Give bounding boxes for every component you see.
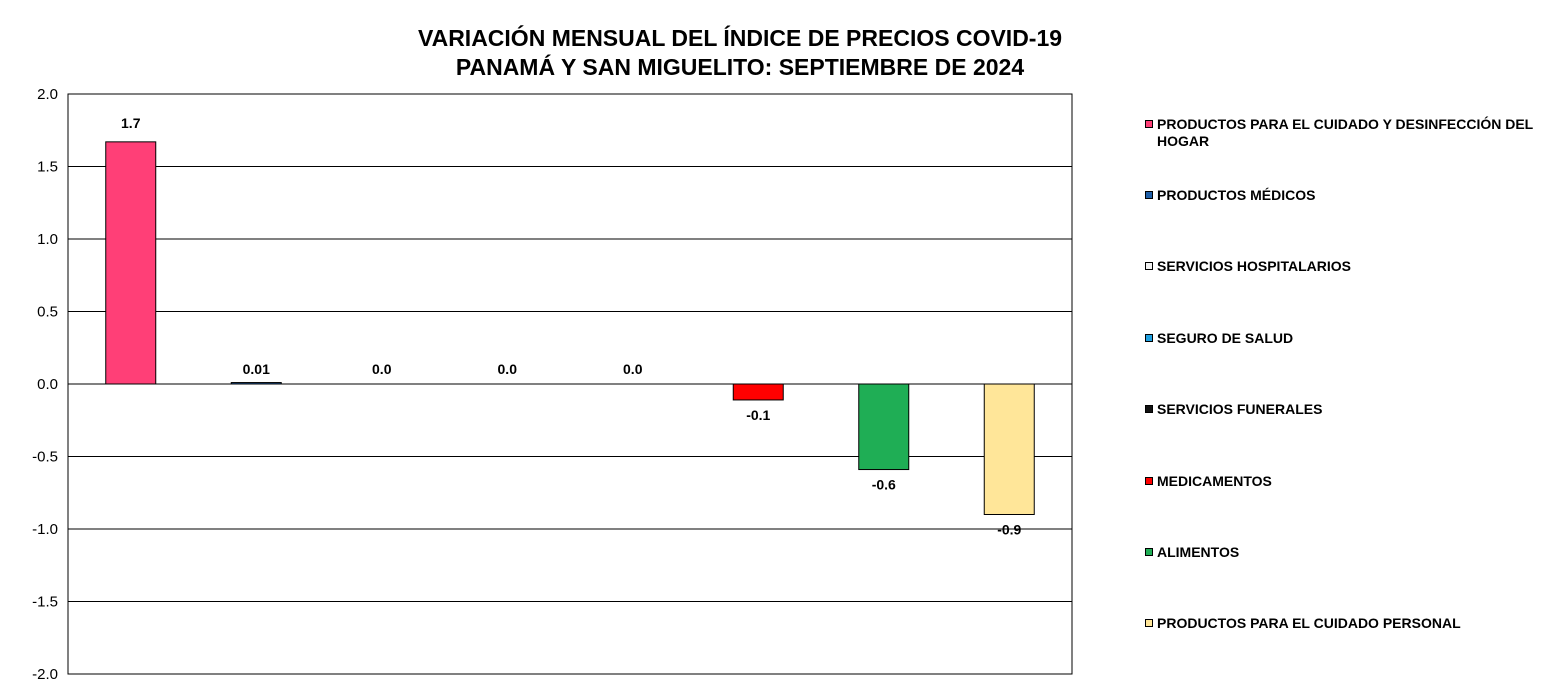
data-label: 0.01 xyxy=(243,361,270,377)
legend-label: PRODUCTOS MÉDICOS xyxy=(1157,187,1316,203)
y-tick-label: -0.5 xyxy=(32,449,58,466)
y-tick-label: 0.5 xyxy=(37,304,58,321)
y-tick-label: -2.0 xyxy=(32,666,58,683)
legend-item: PRODUCTOS PARA EL CUIDADO PERSONAL xyxy=(1145,615,1545,632)
legend-item: PRODUCTOS MÉDICOS xyxy=(1145,187,1545,204)
legend-swatch xyxy=(1145,120,1153,128)
legend-swatch xyxy=(1145,334,1153,342)
bar xyxy=(230,382,282,385)
legend-label: SEGURO DE SALUD xyxy=(1157,330,1294,346)
y-tick-label: 1.5 xyxy=(37,159,58,176)
legend-item: PRODUCTOS PARA EL CUIDADO Y DESINFECCIÓN… xyxy=(1145,116,1545,150)
data-label: -0.6 xyxy=(872,477,896,493)
legend-label: SERVICIOS HOSPITALARIOS xyxy=(1157,258,1351,274)
legend: PRODUCTOS PARA EL CUIDADO Y DESINFECCIÓN… xyxy=(1145,0,1555,700)
legend-swatch xyxy=(1145,405,1153,413)
legend-item: MEDICAMENTOS xyxy=(1145,473,1545,490)
legend-swatch xyxy=(1145,548,1153,556)
legend-label: SERVICIOS FUNERALES xyxy=(1157,401,1323,417)
data-label: 1.7 xyxy=(121,115,141,131)
legend-label: PRODUCTOS PARA EL CUIDADO Y DESINFECCIÓN… xyxy=(1157,116,1533,149)
chart-title-line-1: VARIACIÓN MENSUAL DEL ÍNDICE DE PRECIOS … xyxy=(417,25,1063,51)
bar xyxy=(105,141,157,385)
legend-swatch xyxy=(1145,191,1153,199)
chart-subtitle: PANAMÁ Y SAN MIGUELITO: SEPTIEMBRE DE 20… xyxy=(455,54,1025,80)
data-label: -0.1 xyxy=(746,407,770,423)
legend-item: SERVICIOS FUNERALES xyxy=(1145,401,1545,418)
legend-item: SEGURO DE SALUD xyxy=(1145,330,1545,347)
data-label: -0.9 xyxy=(997,522,1021,538)
data-label: 0.0 xyxy=(623,361,643,377)
data-label: 0.0 xyxy=(498,361,518,377)
bar xyxy=(858,383,910,471)
y-tick-label: 2.0 xyxy=(37,86,58,103)
bar xyxy=(732,383,784,401)
legend-label: ALIMENTOS xyxy=(1157,544,1240,560)
y-tick-label: 0.0 xyxy=(37,376,58,393)
legend-label: MEDICAMENTOS xyxy=(1157,473,1272,489)
legend-label: PRODUCTOS PARA EL CUIDADO PERSONAL xyxy=(1157,615,1461,631)
legend-item: ALIMENTOS xyxy=(1145,544,1545,561)
y-tick-label: -1.0 xyxy=(32,521,58,538)
legend-swatch xyxy=(1145,262,1153,270)
chart-title: VARIACIÓN MENSUAL DEL ÍNDICE DE PRECIOS … xyxy=(70,24,1410,82)
legend-item: SERVICIOS HOSPITALARIOS xyxy=(1145,258,1545,275)
legend-swatch xyxy=(1145,477,1153,485)
bar xyxy=(983,383,1035,515)
legend-swatch xyxy=(1145,619,1153,627)
y-tick-label: -1.5 xyxy=(32,594,58,611)
plot-area-frame xyxy=(67,93,1073,675)
y-tick-label: 1.0 xyxy=(37,231,58,248)
data-label: 0.0 xyxy=(372,361,392,377)
